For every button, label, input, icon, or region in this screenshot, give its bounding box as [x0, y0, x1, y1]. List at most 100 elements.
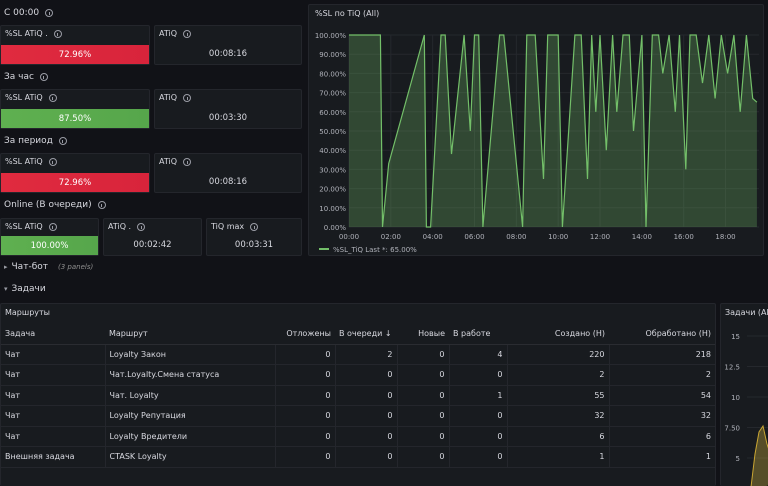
info-icon[interactable] [183, 93, 192, 102]
table-cell: 0 [335, 405, 398, 427]
info-icon[interactable] [137, 222, 146, 231]
panel-title-text: %SL ATiQ [5, 157, 43, 166]
table-cell: 1 [449, 385, 508, 406]
info-icon[interactable] [48, 93, 57, 102]
y-tick-label: 20.00% [319, 186, 346, 194]
panel-title: %SL ATiQ . [5, 29, 62, 38]
col-header-created[interactable]: Создано (Н) [507, 324, 609, 345]
stat-panel-sl-hour[interactable]: %SL ATiQ 87.50% [0, 89, 150, 129]
stat-value: 00:08:16 [208, 177, 248, 187]
info-icon[interactable] [39, 73, 48, 81]
series-line-tasks [750, 424, 768, 486]
col-header-in-queue[interactable]: В очереди ↓ [335, 324, 397, 345]
info-icon[interactable] [97, 201, 106, 209]
table-cell: 2 [609, 364, 715, 386]
table-row: Внешняя задача CTASK Loyalty 0 0 0 0 1 1 [1, 446, 715, 468]
stat-panel-atiq-midnight[interactable]: ATiQ 00:08:16 [154, 25, 302, 65]
info-icon[interactable] [48, 157, 57, 166]
stat-panel-atiq-period[interactable]: ATiQ 00:08:16 [154, 153, 302, 193]
table-cell: 0 [275, 344, 336, 365]
info-icon[interactable] [58, 137, 67, 145]
table-cell: Чат [1, 426, 106, 447]
stat-value: 100.00% [1, 236, 98, 255]
row-header-chatbot[interactable]: ▸ Чат-бот (3 panels) [4, 262, 93, 272]
section-title-text: За период [4, 136, 53, 146]
panel-title-text: %SL ATiQ [5, 93, 43, 102]
table-cell: 0 [275, 405, 336, 427]
routes-table-panel[interactable]: Маршруты Задача Маршрут Отложены В очере… [0, 303, 716, 486]
info-icon[interactable] [53, 29, 62, 38]
panel-title: %SL ATiQ [5, 93, 57, 102]
table-cell: Чат. Loyalty [105, 385, 276, 406]
table-cell: 4 [449, 344, 508, 365]
section-title-online: Online (В очереди) [4, 200, 106, 210]
sl-tiq-chart: 100.00% 90.00% 80.00% 70.00% 60.00% 50.00% 40.… [315, 32, 759, 254]
row-header-label: Задачи [11, 284, 46, 294]
chart-title: Задачи (All) [725, 308, 768, 317]
table-cell: 32 [609, 405, 715, 427]
panel-title: TiQ max [211, 222, 259, 231]
y-tick-label: 0.00% [324, 224, 347, 232]
table-cell: 0 [275, 364, 336, 386]
panel-title-text: %SL ATiQ [5, 222, 43, 231]
stat-value: 72.96% [1, 173, 149, 192]
info-icon[interactable] [250, 222, 259, 231]
panel-title-text: %SL ATiQ . [5, 29, 48, 38]
table-cell: CTASK Loyalty [105, 446, 276, 468]
x-tick-label: 12:00 [590, 233, 610, 241]
table-cell: Внешняя задача [1, 446, 106, 468]
table-header-row: Задача Маршрут Отложены В очереди ↓ Новы… [1, 324, 715, 345]
info-icon[interactable] [48, 222, 57, 231]
stat-panel-sl-online[interactable]: %SL ATiQ 100.00% [0, 218, 99, 256]
table-cell: Чат [1, 405, 106, 427]
table-cell: 220 [507, 344, 610, 365]
table-cell: 0 [275, 426, 336, 447]
panel-title: ATiQ [159, 29, 192, 38]
panel-title-text: ATiQ [159, 93, 178, 102]
table-cell: 32 [507, 405, 610, 427]
y-tick-label: 15 [731, 333, 740, 341]
row-header-tasks[interactable]: ▾ Задачи [4, 284, 46, 294]
x-tick-label: 08:00 [506, 233, 526, 241]
info-icon[interactable] [183, 157, 192, 166]
stat-panel-atiq-hour[interactable]: ATiQ 00:03:30 [154, 89, 302, 129]
table-cell: 0 [335, 385, 398, 406]
table-cell: 2 [335, 344, 398, 365]
series-area-sl-tiq [349, 35, 757, 227]
stat-panel-atiq-online[interactable]: ATiQ . 00:02:42 [103, 218, 202, 256]
info-icon[interactable] [183, 29, 192, 38]
col-header-task[interactable]: Задача [1, 324, 105, 345]
y-tick-label: 12.5 [724, 364, 740, 372]
routes-table: Задача Маршрут Отложены В очереди ↓ Новы… [1, 324, 715, 468]
stat-panel-sl-period[interactable]: %SL ATiQ 72.96% [0, 153, 150, 193]
col-header-route[interactable]: Маршрут [105, 324, 275, 345]
y-tick-label: 40.00% [319, 147, 346, 155]
x-tick-label: 04:00 [423, 233, 443, 241]
section-title-text: Online (В очереди) [4, 200, 92, 210]
info-icon[interactable] [45, 9, 54, 17]
x-tick-label: 18:00 [715, 233, 735, 241]
x-tick-label: 00:00 [339, 233, 359, 241]
section-title-per-period: За период [4, 136, 67, 146]
y-tick-label: 70.00% [319, 90, 346, 98]
stat-panel-tiq-max[interactable]: TiQ max 00:03:31 [206, 218, 302, 256]
table-cell: 218 [609, 344, 715, 365]
chevron-down-icon: ▾ [4, 285, 8, 293]
col-header-new[interactable]: Новые [397, 324, 449, 345]
y-tick-label: 90.00% [319, 51, 346, 59]
table-cell: 0 [449, 405, 508, 427]
col-header-processed[interactable]: Обработано (Н) [609, 324, 715, 345]
panel-title-text: ATiQ . [108, 222, 132, 231]
series-area-tasks [751, 426, 768, 486]
table-cell: 6 [507, 426, 610, 447]
sl-tiq-chart-panel[interactable]: %SL по TiQ (All) 100.00% 90.00% 80.00% 70.0… [308, 4, 764, 256]
col-header-postponed[interactable]: Отложены [275, 324, 335, 345]
y-tick-label: 10.00% [319, 205, 346, 213]
y-tick-label: 80.00% [319, 70, 346, 78]
chevron-right-icon: ▸ [4, 263, 8, 271]
panel-title-text: TiQ max [211, 222, 245, 231]
col-header-in-work[interactable]: В работе [449, 324, 507, 345]
stat-panel-sl-midnight[interactable]: %SL ATiQ . 72.96% [0, 25, 150, 65]
table-row: Чат Чат. Loyalty 0 0 0 1 55 54 [1, 385, 715, 406]
